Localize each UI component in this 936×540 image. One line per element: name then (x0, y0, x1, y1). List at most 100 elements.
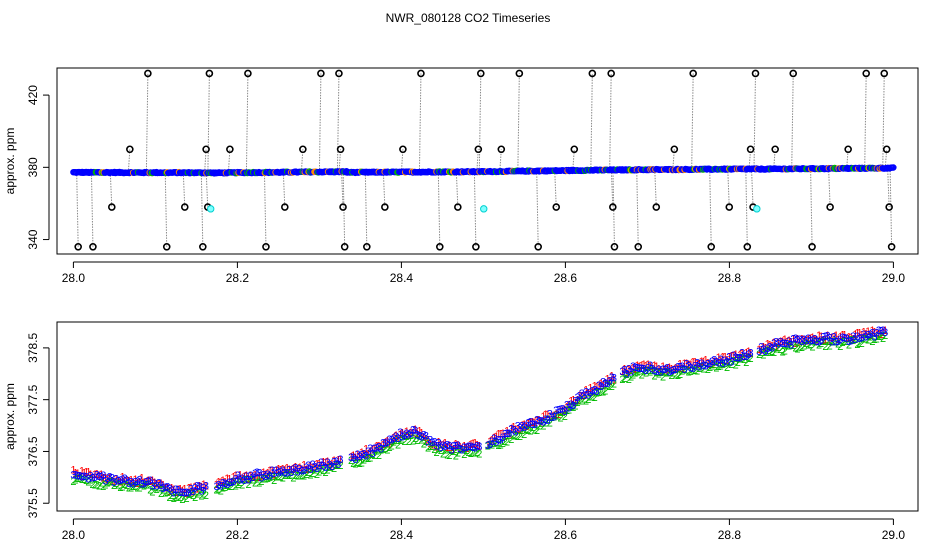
marker-3: 3 (143, 477, 149, 489)
marker-2: 2 (485, 440, 491, 452)
marker-2: 2 (767, 347, 773, 359)
marker-1: 1 (357, 451, 363, 463)
marker-1: 1 (177, 484, 183, 496)
marker-2: 2 (803, 338, 809, 350)
marker-2: 2 (100, 481, 106, 493)
marker-3: 3 (835, 336, 841, 348)
marker-2: 2 (243, 475, 249, 487)
marker-1: 1 (784, 337, 790, 349)
marker-3: 3 (318, 457, 324, 469)
marker-2: 2 (564, 405, 570, 417)
marker-1: 1 (675, 363, 681, 375)
marker-1: 1 (801, 335, 807, 347)
marker-3: 3 (79, 472, 85, 484)
spike-connector (204, 149, 207, 173)
marker-2: 2 (645, 365, 651, 377)
marker-3: 3 (485, 440, 491, 452)
marker-1: 1 (814, 335, 820, 347)
marker-1: 1 (632, 364, 638, 376)
spike-connector (90, 172, 94, 247)
marker-2: 2 (824, 336, 830, 348)
marker-3: 3 (113, 474, 119, 486)
marker-2: 2 (431, 444, 437, 456)
marker-2: 2 (316, 466, 322, 478)
marker-1: 1 (440, 439, 446, 451)
marker-1: 1 (812, 334, 818, 346)
marker-3: 3 (75, 470, 81, 482)
marker-2: 2 (472, 447, 478, 459)
marker-1: 1 (314, 458, 320, 470)
marker-1: 1 (666, 362, 672, 374)
marker-2: 2 (177, 492, 183, 504)
marker-3: 3 (705, 359, 711, 371)
spike-connector (691, 73, 694, 170)
marker-1: 1 (521, 419, 527, 431)
marker-2: 2 (833, 337, 839, 349)
marker-3: 3 (549, 412, 555, 424)
marker-1: 1 (284, 463, 290, 475)
marker-2: 2 (827, 340, 833, 352)
marker-1: 1 (837, 331, 843, 343)
marker-3: 3 (258, 473, 264, 485)
marker-2: 2 (143, 480, 149, 492)
marker-1: 1 (792, 338, 798, 350)
marker-1: 1 (805, 334, 811, 346)
marker-3: 3 (203, 480, 209, 492)
marker-1: 1 (506, 429, 512, 441)
spike-connector (200, 172, 204, 247)
spike-point (880, 69, 889, 78)
marker-3: 3 (350, 452, 356, 464)
marker-2: 2 (722, 358, 728, 370)
marker-2: 2 (632, 367, 638, 379)
marker-1: 1 (641, 359, 647, 371)
marker-2: 2 (600, 386, 606, 398)
marker-1: 1 (152, 477, 158, 489)
spike-point (281, 203, 289, 211)
marker-1: 1 (519, 420, 525, 432)
marker-1: 1 (775, 337, 781, 349)
marker-1: 1 (393, 430, 399, 442)
marker-2: 2 (333, 460, 339, 472)
marker-1: 1 (171, 484, 177, 496)
marker-3: 3 (237, 474, 243, 486)
marker-3: 3 (423, 431, 429, 443)
marker-3: 3 (662, 364, 668, 376)
marker-3: 3 (267, 471, 273, 483)
marker-2: 2 (696, 363, 702, 375)
marker-3: 3 (72, 469, 78, 481)
marker-1: 1 (220, 475, 226, 487)
spike-point (476, 69, 485, 78)
marker-3: 3 (98, 472, 104, 484)
marker-2: 2 (705, 364, 711, 376)
marker-1: 1 (350, 450, 356, 462)
marker-1: 1 (429, 440, 435, 452)
marker-2: 2 (252, 478, 258, 490)
marker-2: 2 (457, 445, 463, 457)
marker-1: 1 (164, 482, 170, 494)
marker-1: 1 (337, 454, 343, 466)
marker-2: 2 (303, 469, 309, 481)
marker-2: 2 (128, 482, 134, 494)
marker-2: 2 (711, 359, 717, 371)
marker-3: 3 (859, 333, 865, 345)
marker-3: 3 (286, 464, 292, 476)
marker-1: 1 (143, 477, 149, 489)
marker-2: 2 (152, 481, 158, 493)
marker-3: 3 (741, 351, 747, 363)
marker-3: 3 (669, 366, 675, 378)
marker-1: 1 (77, 471, 83, 483)
marker-1: 1 (557, 406, 563, 418)
marker-2: 2 (739, 353, 745, 365)
marker-2: 2 (581, 393, 587, 405)
spike-point (205, 69, 214, 78)
marker-1: 1 (604, 374, 610, 386)
marker-3: 3 (730, 350, 736, 362)
marker-1: 1 (175, 484, 181, 496)
marker-2: 2 (807, 339, 813, 351)
marker-1: 1 (252, 469, 258, 481)
marker-1: 1 (592, 380, 598, 392)
marker-2: 2 (777, 344, 783, 356)
top-plot-frame (56, 67, 919, 255)
marker-1: 1 (786, 335, 792, 347)
marker-2: 2 (718, 361, 724, 373)
